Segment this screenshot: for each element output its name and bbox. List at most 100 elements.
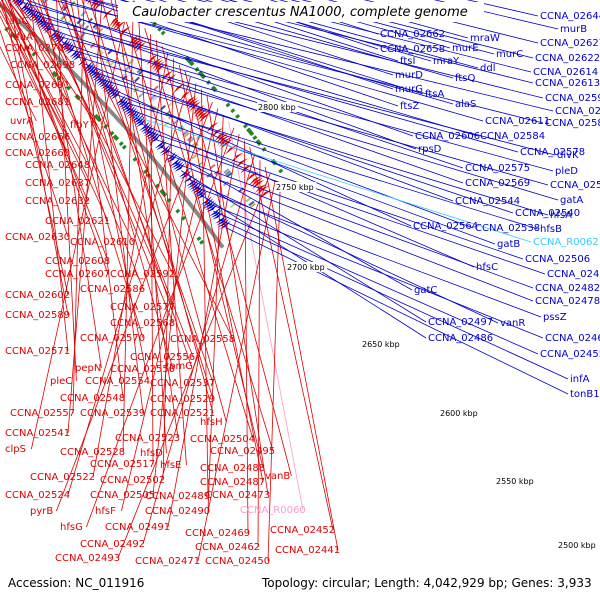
topology-text: Topology: circular; Length: 4,042,929 bp…	[261, 576, 592, 590]
gene-label: CCNA_02528	[60, 447, 125, 458]
gene-label: CCNA_02502	[100, 475, 165, 486]
forward-gene-arrow	[196, 190, 208, 200]
reverse-gene-arrow	[206, 121, 219, 133]
scale-tick-bg	[275, 182, 317, 192]
reverse-gene-arrow	[179, 90, 192, 101]
label-connector	[301, 0, 534, 59]
reverse-gene-arrow	[151, 59, 164, 71]
gene-label: CCNA_02607	[45, 269, 110, 280]
feature-tile	[60, 3, 67, 10]
label-connector	[138, 22, 167, 454]
reverse-gene-arrow	[93, 0, 105, 12]
forward-gene-arrow	[140, 123, 152, 133]
scale-tick-label: 2750 kbp	[276, 183, 314, 192]
outer-feature-mark	[210, 85, 216, 91]
gene-label: tonB1	[570, 389, 600, 400]
label-connector	[84, 0, 399, 107]
forward-gene-arrow	[150, 133, 161, 144]
gene-label: mraY	[433, 56, 460, 67]
gene-label: flbY	[70, 120, 90, 131]
label-connector	[122, 16, 134, 453]
label-connector	[150, 34, 154, 465]
label-connector	[84, 63, 454, 202]
forward-gene-arrow	[126, 107, 137, 117]
label-connector	[0, 0, 89, 166]
genome-backbone	[0, 2, 225, 249]
gene-label: CCNA_02660	[5, 148, 70, 159]
gene-label: ftsI	[400, 56, 415, 67]
label-connector	[206, 202, 544, 339]
inner-feature-mark	[95, 115, 101, 121]
scale-ticks: 2800 kbp 2750 kbp 2700 kbp 2650 kbp 2600 kbp…	[257, 102, 599, 550]
inner-feature-mark	[112, 134, 118, 140]
gene-label: pleC	[50, 376, 72, 387]
gene-label: CCNA_02589	[5, 310, 70, 321]
gene-label: rpsD	[418, 144, 442, 155]
gene-label: pleD	[555, 166, 578, 177]
label-connector	[105, 85, 412, 227]
forward-gene-arrow	[66, 44, 76, 55]
reverse-gene-arrow	[214, 131, 227, 142]
label-connector	[76, 56, 559, 201]
forward-gene-arrow	[203, 199, 215, 209]
gene-label: CCNA_02537	[150, 378, 215, 389]
forward-gene-arrow	[52, 31, 63, 42]
label-connector	[178, 64, 264, 483]
gene-label: CCNA_02490	[145, 506, 210, 517]
label-connector	[39, 20, 556, 156]
reverse-gene-arrow	[187, 99, 200, 111]
outer-feature-mark	[230, 108, 236, 114]
gene-label: CCNA_02568	[110, 318, 175, 329]
feature-tile	[153, 85, 159, 91]
footer-bg	[0, 570, 600, 600]
gene-label: CCNA_02637	[25, 178, 90, 189]
label-connector	[204, 0, 399, 62]
reverse-gene-arrow	[197, 110, 210, 122]
scale-tick-bg	[495, 476, 537, 486]
reverse-gene-arrow	[215, 133, 229, 144]
inner-feature-mark	[93, 113, 99, 119]
forward-gene-arrow	[89, 67, 100, 78]
inner-feature-mark	[196, 236, 202, 241]
feature-tile	[206, 172, 213, 178]
gene-label: CCNA_02666	[5, 132, 70, 143]
label-connector	[161, 146, 413, 291]
gene-label: CCNA_02517	[90, 459, 155, 470]
label-connector	[220, 0, 432, 62]
gene-label: tauC	[5, 16, 28, 27]
forward-gene-arrow	[94, 72, 105, 83]
label-connector	[112, 93, 474, 229]
gene-label: hfsF	[95, 506, 116, 517]
reverse-gene-arrow	[220, 139, 233, 150]
gene-label: gatB	[497, 239, 520, 250]
label-connector	[31, 10, 128, 450]
gene-label: CCNA_02452	[270, 525, 335, 536]
reverse-gene-arrow	[248, 175, 262, 186]
reverse-gene-arrow	[109, 15, 121, 27]
forward-gene-arrow	[100, 79, 111, 90]
gene-label: ddl	[480, 63, 495, 74]
gene-label: CCNA_02504	[190, 434, 255, 445]
gene-label: CCNA_02493	[55, 553, 120, 564]
reverse-gene-arrow	[225, 144, 238, 155]
reverse-gene-arrow	[114, 20, 126, 32]
forward-gene-arrow	[156, 141, 167, 151]
forward-gene-arrow	[95, 74, 107, 85]
forward-gene-arrow	[72, 50, 83, 61]
forward-gene-arrow	[202, 198, 214, 207]
outer-feature-mark	[235, 113, 241, 119]
gene-label: hfsB	[540, 224, 562, 235]
gene-label: CCNA_02540	[515, 208, 580, 219]
gene-label: CCNA_02681	[5, 97, 70, 108]
gene-label: CCNA_02584	[480, 131, 545, 142]
label-connector	[42, 0, 174, 324]
reverse-gene-arrow	[153, 61, 166, 73]
gene-label: CCNA_02473	[205, 490, 270, 501]
gene-label: CCNA_02557	[10, 408, 75, 419]
gene-label: CCNA_02495	[210, 446, 275, 457]
forward-gene-arrow	[159, 144, 170, 154]
gene-label: murE	[452, 43, 479, 54]
gene-label: CCNA_02550	[110, 364, 175, 375]
label-connector	[225, 227, 569, 395]
